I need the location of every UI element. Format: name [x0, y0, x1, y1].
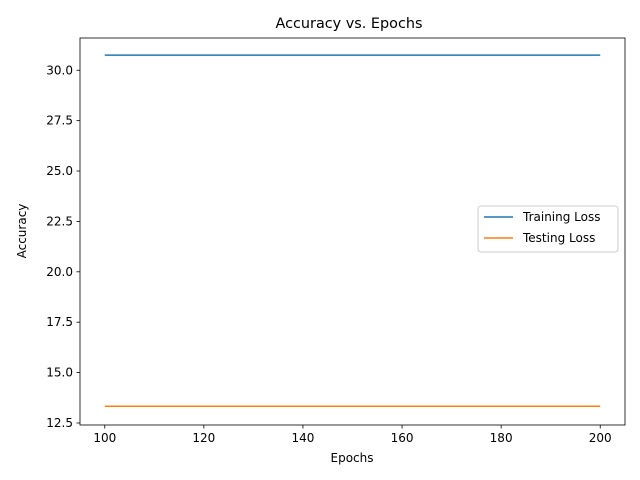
y-axis-label: Accuracy: [15, 204, 29, 259]
legend-label-training-loss: Training Loss: [522, 210, 600, 224]
x-tick-label: 100: [93, 431, 116, 445]
legend-label-testing-loss: Testing Loss: [522, 231, 595, 245]
x-tick-label: 180: [490, 431, 513, 445]
y-tick-label: 22.5: [46, 214, 73, 228]
y-axis-ticks: 12.5 15.0 17.5 20.0 22.5 25.0 27.5 30.0: [46, 63, 80, 430]
x-tick-label: 140: [292, 431, 315, 445]
y-tick-label: 20.0: [46, 265, 73, 279]
x-axis-ticks: 100 120 140 160 180 200: [93, 425, 612, 445]
x-tick-label: 200: [589, 431, 612, 445]
y-tick-label: 15.0: [46, 366, 73, 380]
y-tick-label: 27.5: [46, 114, 73, 128]
chart-title: Accuracy vs. Epochs: [276, 16, 423, 32]
y-tick-label: 17.5: [46, 315, 73, 329]
x-axis-label: Epochs: [331, 451, 374, 465]
y-tick-label: 30.0: [46, 63, 73, 77]
x-tick-label: 120: [192, 431, 215, 445]
x-tick-label: 160: [391, 431, 414, 445]
plot-frame: [79, 37, 626, 426]
y-tick-label: 12.5: [46, 416, 73, 430]
legend: Training Loss Testing Loss: [477, 205, 619, 253]
y-tick-label: 25.0: [46, 164, 73, 178]
series-layer: [104, 54, 601, 407]
